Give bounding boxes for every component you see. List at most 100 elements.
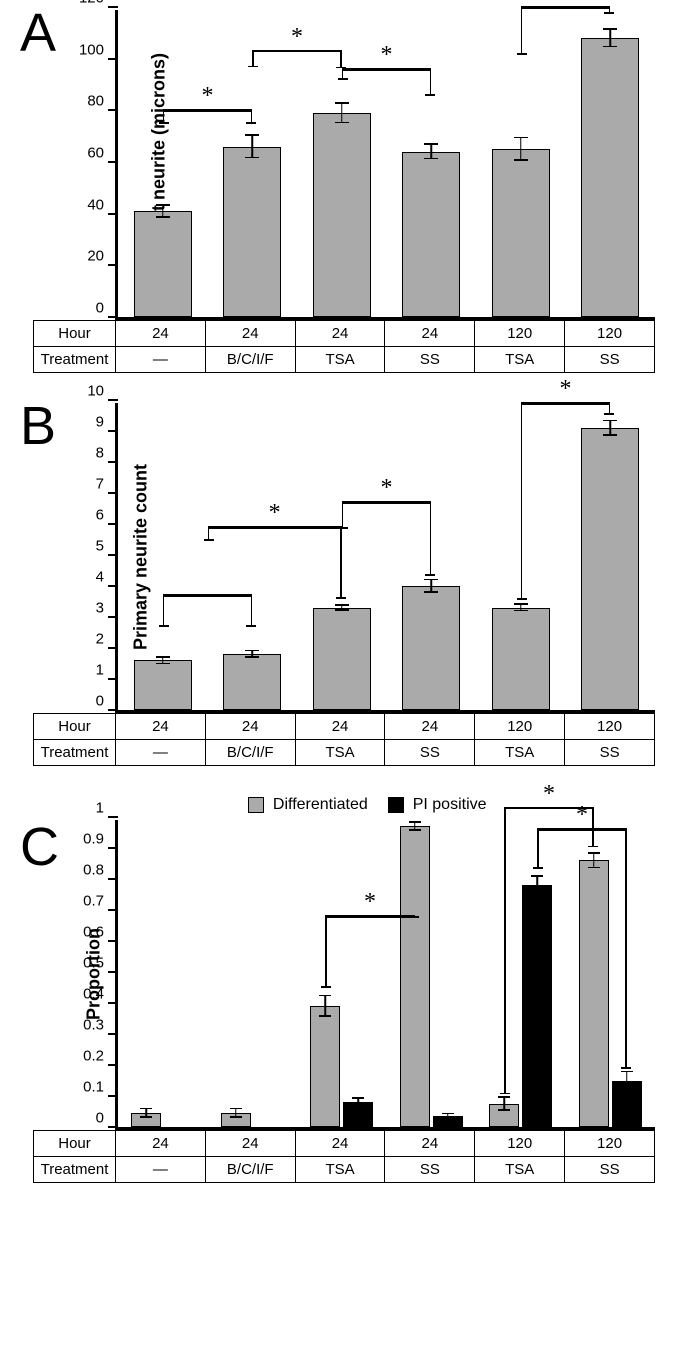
y-tick	[108, 399, 118, 401]
y-tick	[108, 940, 118, 942]
y-tick-label: 100	[79, 41, 104, 58]
y-tick-label: 0.3	[83, 1017, 104, 1034]
y-tick	[108, 1064, 118, 1066]
treatment-cell: SS	[385, 347, 475, 373]
table-row: Hour 24 24 24 24 120 120	[34, 714, 655, 740]
y-tick-label: 0	[96, 693, 104, 710]
y-tick	[108, 523, 118, 525]
bar-slot	[297, 403, 387, 710]
y-tick-label: 6	[96, 507, 104, 524]
hour-cell: 24	[116, 321, 206, 347]
y-tick	[108, 816, 118, 818]
panel-a-table: Hour 24 24 24 24 120 120 Treatment — B/C…	[33, 320, 655, 373]
bar-wrapper	[221, 820, 251, 1127]
y-tick-label: 1	[96, 662, 104, 679]
treatment-cell: TSA	[475, 1157, 565, 1183]
hour-cell: 24	[295, 714, 385, 740]
y-tick-label: 120	[79, 0, 104, 7]
y-tick-label: 0.8	[83, 862, 104, 879]
bar-slot	[208, 403, 298, 710]
panel-b-bars	[118, 403, 655, 710]
y-tick-label: 80	[87, 93, 104, 110]
y-tick	[108, 647, 118, 649]
y-tick-label: 0.4	[83, 986, 104, 1003]
bar	[402, 152, 460, 317]
table-row: Treatment — B/C/I/F TSA SS TSA SS	[34, 347, 655, 373]
panel-c: Differentiated PI positive C Proportion …	[20, 796, 655, 1183]
y-tick	[108, 971, 118, 973]
bar-slot	[387, 403, 477, 710]
y-tick-label: 5	[96, 538, 104, 555]
hour-cell: 120	[475, 321, 565, 347]
hour-cell: 120	[475, 1131, 565, 1157]
y-tick	[108, 461, 118, 463]
y-tick	[108, 109, 118, 111]
panel-b: B Primary neurite count 012345678910 ***…	[20, 403, 655, 766]
hour-cell: 120	[565, 321, 655, 347]
y-tick	[108, 554, 118, 556]
row-header: Hour	[34, 321, 116, 347]
treatment-cell: SS	[565, 347, 655, 373]
y-tick	[108, 161, 118, 163]
table-row: Hour 24 24 24 24 120 120	[34, 1131, 655, 1157]
significance-star: *	[364, 889, 376, 916]
figure-root: A Longest neurite (microns) 020406080100…	[0, 0, 675, 1223]
y-tick	[108, 430, 118, 432]
y-tick-label: 1	[96, 800, 104, 817]
bar-slot	[297, 10, 387, 317]
treatment-cell: TSA	[295, 1157, 385, 1183]
y-tick	[108, 1126, 118, 1128]
bar	[492, 608, 550, 710]
hour-cell: 120	[565, 714, 655, 740]
y-tick-label: 60	[87, 145, 104, 162]
hour-cell: 24	[385, 1131, 475, 1157]
panel-c-chart: Proportion 00.10.20.30.40.50.60.70.80.91…	[115, 820, 655, 1130]
significance-star: *	[291, 24, 303, 51]
bar	[579, 860, 609, 1127]
y-tick-label: 40	[87, 196, 104, 213]
treatment-cell: B/C/I/F	[205, 740, 295, 766]
treatment-cell: SS	[565, 740, 655, 766]
y-tick-label: 3	[96, 600, 104, 617]
bar-group	[566, 820, 656, 1127]
y-tick	[108, 616, 118, 618]
bar	[134, 211, 192, 317]
y-tick-label: 0.2	[83, 1048, 104, 1065]
row-header: Hour	[34, 714, 116, 740]
row-header: Treatment	[34, 740, 116, 766]
bar-group	[297, 820, 387, 1127]
y-tick	[108, 1002, 118, 1004]
row-header: Treatment	[34, 1157, 116, 1183]
significance-star: *	[202, 83, 214, 110]
bar	[310, 1006, 340, 1127]
panel-b-table: Hour 24 24 24 24 120 120 Treatment — B/C…	[33, 713, 655, 766]
panel-b-chart: Primary neurite count 012345678910 ***	[115, 403, 655, 713]
legend-label: PI positive	[413, 796, 487, 813]
treatment-cell: —	[116, 347, 206, 373]
bar	[223, 654, 281, 710]
panel-c-yticks: 00.10.20.30.40.50.60.70.80.91	[108, 820, 118, 1127]
legend-item-pi-positive: PI positive	[388, 796, 486, 814]
y-tick-label: 8	[96, 445, 104, 462]
bar	[400, 826, 430, 1127]
bar-wrapper	[579, 820, 609, 1127]
panel-c-label: C	[20, 816, 59, 878]
panel-a-chart: Longest neurite (microns) 02040608010012…	[115, 10, 655, 320]
y-tick	[108, 585, 118, 587]
bar	[492, 149, 550, 317]
row-header: Hour	[34, 1131, 116, 1157]
y-tick	[108, 1033, 118, 1035]
significance-star: *	[381, 475, 393, 502]
y-tick-label: 20	[87, 248, 104, 265]
y-tick-label: 9	[96, 414, 104, 431]
bar-wrapper	[433, 820, 463, 1127]
panel-b-yticks: 012345678910	[108, 403, 118, 710]
y-tick-label: 0	[96, 1110, 104, 1127]
row-header: Treatment	[34, 347, 116, 373]
y-tick	[108, 213, 118, 215]
hour-cell: 120	[565, 1131, 655, 1157]
panel-c-ylabel: Proportion	[84, 928, 105, 1020]
y-tick	[108, 316, 118, 318]
hour-cell: 24	[116, 1131, 206, 1157]
panel-a: A Longest neurite (microns) 020406080100…	[20, 10, 655, 373]
